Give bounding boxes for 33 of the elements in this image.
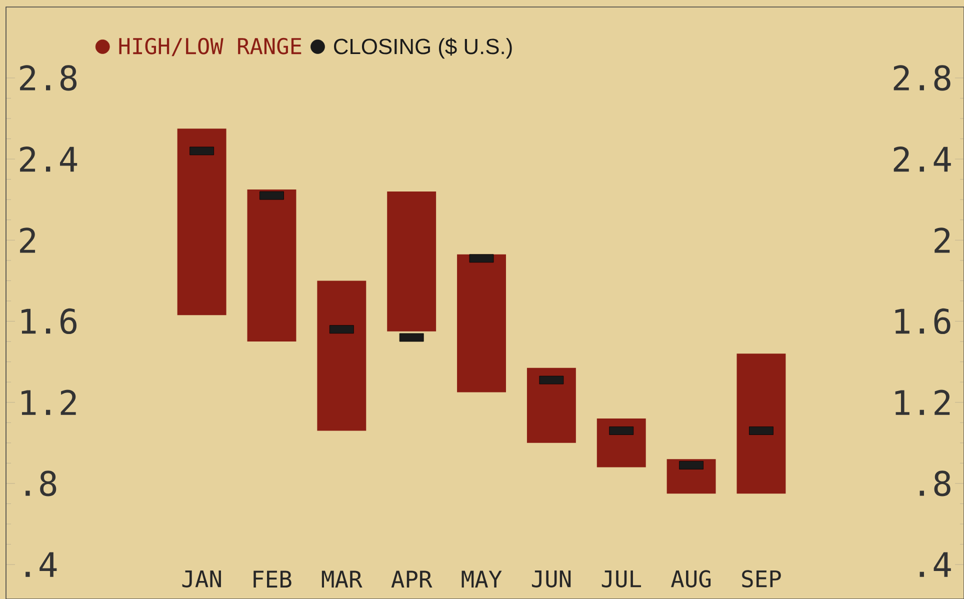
y2-tick-label: 2.4 — [894, 146, 951, 172]
bar — [526, 368, 576, 443]
bar — [457, 254, 506, 392]
bar — [317, 280, 366, 431]
x-tick-label: JUN — [532, 570, 571, 588]
bar — [177, 128, 226, 316]
bar — [387, 191, 436, 332]
y2-tick-label: 1.6 — [895, 308, 950, 334]
x-tick-label: FEB — [254, 570, 292, 588]
y-tick-label: 2.4 — [20, 146, 78, 172]
y2-tick-label: 1.2 — [895, 390, 950, 415]
x-tick-label: JAN — [182, 570, 221, 588]
x-tick-label: MAR — [322, 570, 362, 588]
y-tick-label: 1.2 — [22, 390, 76, 415]
y-tick-label: 2.8 — [20, 65, 77, 91]
bar — [247, 189, 296, 342]
y-tick-label: 1.6 — [22, 308, 76, 334]
legend-label: CLOSING ($ U.S.) — [334, 38, 512, 59]
x-tick-label: SEP — [742, 570, 781, 588]
y-tick-label: 2 — [20, 228, 36, 253]
x-tick-label: JUL — [602, 570, 642, 588]
x-tick-label: MAY — [462, 570, 502, 588]
y2-tick-label: 2 — [934, 228, 950, 253]
x-tick-label: AUG — [671, 570, 711, 588]
y-tick-label: .4 — [26, 552, 57, 577]
y-tick-label: .8 — [26, 470, 56, 496]
bar — [736, 354, 786, 494]
y2-tick-label: .8 — [920, 470, 950, 496]
legend-label: HIGH/LOW RANGE — [119, 38, 302, 56]
y2-tick-label: 2.8 — [894, 65, 950, 91]
bar — [596, 418, 646, 468]
x-tick-label: APR — [391, 570, 432, 588]
y2-tick-label: .4 — [920, 552, 951, 577]
